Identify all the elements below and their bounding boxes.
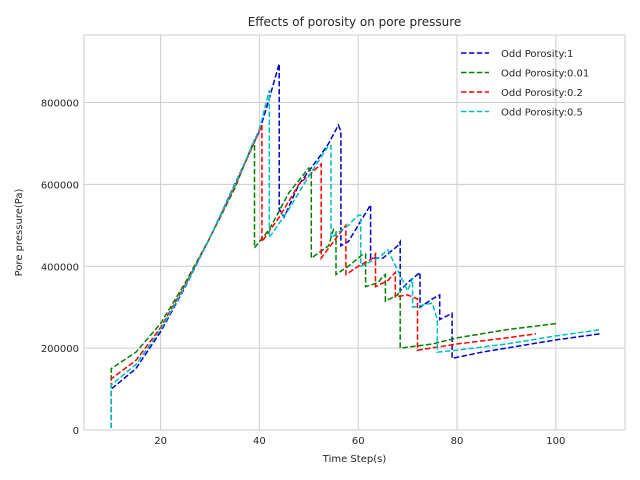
x-tick-label: 40 xyxy=(253,436,266,447)
legend-label: Odd Porosity:0.5 xyxy=(501,108,583,119)
x-tick-label: 100 xyxy=(546,436,565,447)
legend: Odd Porosity:1 Odd Porosity:0.01 Odd Poros… xyxy=(461,49,589,119)
series-line-3 xyxy=(110,124,537,428)
tick-labels: 20 40 60 80 100 0 200000 400000 600000 800000 xyxy=(41,99,566,447)
plot-area xyxy=(83,34,626,431)
series-lines xyxy=(110,63,601,428)
legend-label: Odd Porosity:0.01 xyxy=(501,69,589,80)
y-tick-label: 600000 xyxy=(41,180,79,191)
series-line-4 xyxy=(110,90,601,428)
chart-title: Effects of porosity on pore pressure xyxy=(248,15,462,29)
legend-label: Odd Porosity:0.2 xyxy=(501,88,583,99)
grid-lines xyxy=(84,35,625,431)
legend-label: Odd Porosity:1 xyxy=(501,49,573,60)
y-axis-title: Pore pressure(Pa) xyxy=(14,189,25,277)
x-tick-label: 80 xyxy=(451,436,464,447)
y-tick-label: 400000 xyxy=(41,262,79,273)
y-tick-label: 800000 xyxy=(41,99,79,110)
y-tick-label: 0 xyxy=(73,426,79,437)
x-tick-label: 60 xyxy=(352,436,365,447)
y-tick-label: 200000 xyxy=(41,344,79,355)
x-axis-title: Time Step(s) xyxy=(322,454,387,465)
x-tick-label: 20 xyxy=(154,436,167,447)
